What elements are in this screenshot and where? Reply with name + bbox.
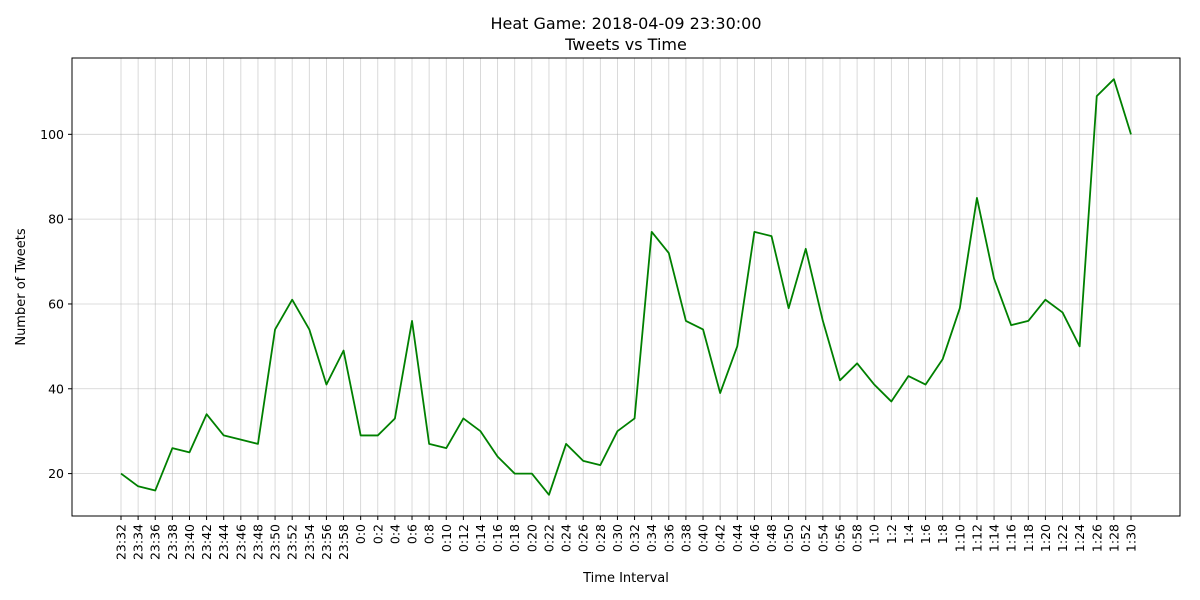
x-tick-label: 0:50 xyxy=(781,524,796,552)
x-tick-label: 0:26 xyxy=(576,524,591,552)
plot-area-frame xyxy=(71,57,1181,517)
x-tick-label: 1:26 xyxy=(1089,524,1104,552)
x-tick-label: 1:4 xyxy=(901,524,916,544)
x-tick-label: 1:30 xyxy=(1124,524,1139,552)
grid-lines xyxy=(72,58,1180,516)
x-tick-label: 0:22 xyxy=(541,524,556,552)
x-tick-label: 0:36 xyxy=(661,524,676,552)
x-tick-label: 0:8 xyxy=(422,524,437,544)
x-tick-label: 23:32 xyxy=(114,524,129,560)
x-tick-label: 0:38 xyxy=(678,524,693,552)
x-tick-label: 0:28 xyxy=(593,524,608,552)
x-tick-label: 1:10 xyxy=(952,524,967,552)
x-tick-label: 0:6 xyxy=(405,524,420,544)
x-tick-label: 0:42 xyxy=(713,524,728,552)
x-tick-label: 0:16 xyxy=(490,524,505,552)
x-tick-label: 0:10 xyxy=(439,524,454,552)
x-tick-label: 0:58 xyxy=(850,524,865,552)
x-tick-label: 0:40 xyxy=(696,524,711,552)
x-tick-label: 1:18 xyxy=(1021,524,1036,552)
x-tick-label: 0:20 xyxy=(524,524,539,552)
x-tick-label: 1:12 xyxy=(969,524,984,552)
x-tick-label: 0:44 xyxy=(730,524,745,552)
y-tick-label: 40 xyxy=(48,381,64,396)
x-tick-label: 23:50 xyxy=(268,524,283,560)
x-axis-label: Time Interval xyxy=(582,571,669,586)
x-tick-label: 0:52 xyxy=(798,524,813,552)
x-tick-label: 1:6 xyxy=(918,524,933,544)
axis-ticks: 23:32 23:34 23:36 23:38 23:40 23:42 23:44 23:46… xyxy=(40,127,1138,560)
x-tick-label: 0:34 xyxy=(644,524,659,552)
x-tick-label: 23:36 xyxy=(148,524,163,560)
y-tick-label: 20 xyxy=(48,466,64,481)
x-tick-label: 23:44 xyxy=(216,524,231,560)
chart-title-line2: Tweets vs Time xyxy=(564,35,687,54)
x-tick-label: 23:58 xyxy=(336,524,351,560)
x-tick-label: 0:30 xyxy=(610,524,625,552)
chart-title-line1: Heat Game: 2018-04-09 23:30:00 xyxy=(490,14,761,33)
x-tick-label: 1:24 xyxy=(1072,524,1087,552)
x-tick-label: 0:0 xyxy=(353,524,368,544)
x-tick-label: 0:2 xyxy=(370,524,385,544)
x-tick-label: 0:14 xyxy=(473,524,488,552)
x-tick-label: 0:4 xyxy=(387,524,402,544)
x-tick-label: 1:22 xyxy=(1055,524,1070,552)
x-tick-label: 0:12 xyxy=(456,524,471,552)
x-tick-label: 23:48 xyxy=(250,524,265,560)
x-tick-label: 23:54 xyxy=(302,524,317,560)
y-tick-label: 80 xyxy=(48,212,64,227)
x-tick-label: 1:2 xyxy=(884,524,899,544)
tweets-series-line xyxy=(120,78,1132,496)
x-tick-label: 23:40 xyxy=(182,524,197,560)
x-tick-label: 23:46 xyxy=(233,524,248,560)
x-tick-label: 23:34 xyxy=(131,524,146,560)
y-tick-label: 100 xyxy=(40,127,64,142)
x-tick-label: 0:32 xyxy=(627,524,642,552)
x-tick-label: 23:52 xyxy=(285,524,300,560)
y-axis-label: Number of Tweets xyxy=(14,228,29,346)
x-tick-label: 0:48 xyxy=(764,524,779,552)
x-tick-label: 23:38 xyxy=(165,524,180,560)
x-tick-label: 23:42 xyxy=(199,524,214,560)
y-tick-label: 60 xyxy=(48,296,64,311)
x-tick-label: 0:18 xyxy=(507,524,522,552)
x-tick-label: 0:54 xyxy=(815,524,830,552)
x-tick-label: 1:28 xyxy=(1106,524,1121,552)
x-tick-label: 1:20 xyxy=(1038,524,1053,552)
x-tick-label: 0:56 xyxy=(832,524,847,552)
x-tick-label: 0:46 xyxy=(747,524,762,552)
x-tick-label: 1:0 xyxy=(867,524,882,544)
x-tick-label: 1:14 xyxy=(987,524,1002,552)
x-tick-label: 1:8 xyxy=(935,524,950,544)
x-tick-label: 1:16 xyxy=(1004,524,1019,552)
x-tick-label: 23:56 xyxy=(319,524,334,560)
x-tick-label: 0:24 xyxy=(559,524,574,552)
